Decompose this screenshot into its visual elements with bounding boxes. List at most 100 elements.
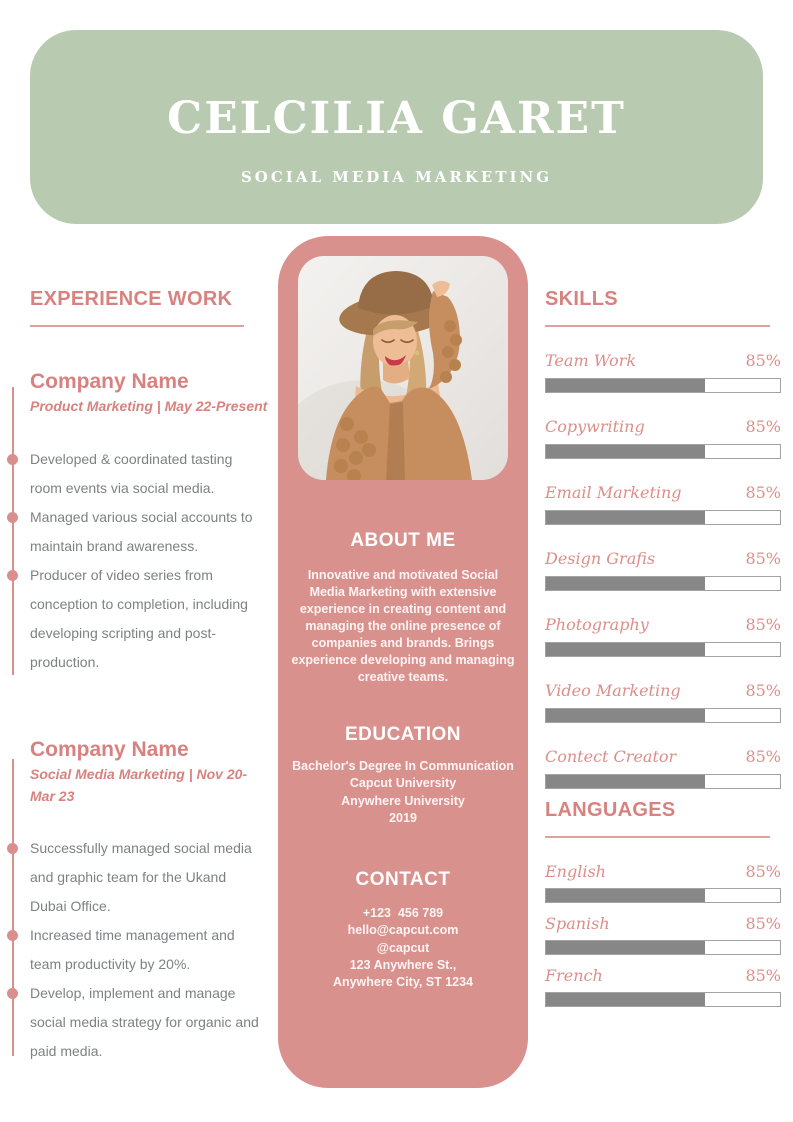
skill-row: Contect Creator 85% [545,747,781,789]
company-name: Company Name [30,370,189,393]
language-row: English 85% [545,862,781,903]
job-bullet: Develop, implement and manage social med… [7,979,261,1066]
language-row: Spanish 85% [545,914,781,955]
skill-label: Photography [545,615,649,634]
skill-bar [545,642,781,657]
contact-handle: @capcut [376,940,430,955]
language-label: Spanish [545,914,610,933]
person-job-title: SOCIAL MEDIA MARKETING [240,168,553,187]
about-heading: ABOUT ME [350,530,456,551]
education-school: Capcut University [349,776,457,791]
language-label: English [545,862,606,881]
language-percent: 85% [745,862,781,881]
skills-underline [545,325,770,327]
skill-bar-fill [546,709,706,722]
contact-lines: +123 456 789 hello@capcut.com @capcut 12… [278,905,528,991]
skill-label: Design Grafis [545,549,656,568]
skill-row: Copywriting 85% [545,417,781,459]
job-role-dates: Product Marketing | May 22-Present [30,398,268,415]
job-bullet-text: Successfully managed social media and gr… [30,840,252,915]
skill-percent: 85% [745,417,781,436]
education-year: 2019 [389,810,417,825]
skill-percent: 85% [745,549,781,568]
experience-job-2: Company Name Social Media Marketing | No… [7,737,270,1066]
contact-address-line2: Anywhere City, ST 1234 [332,975,474,989]
skill-bar-fill [546,643,706,656]
experience-section: EXPERIENCE WORK Company Name Product Mar… [7,278,270,1066]
contact-heading: CONTACT [355,869,451,890]
skill-percent: 85% [745,351,781,370]
job-bullet: Increased time management and team produ… [7,921,261,979]
profile-photo [298,256,508,480]
timeline-dot-icon [7,511,18,523]
job-bullet-list: Successfully managed social media and gr… [7,834,270,1066]
skill-percent: 85% [745,681,781,700]
education-school: Anywhere University [341,793,465,808]
skill-row: Email Marketing 85% [545,483,781,525]
timeline-dot-icon [7,453,18,465]
timeline-dot-icon [7,843,18,855]
skill-bar-fill [546,577,706,590]
timeline-line [12,387,14,675]
skill-label: Contect Creator [545,747,677,766]
language-bar-fill [546,889,706,902]
job-bullet-text: Increased time management and team produ… [30,927,235,973]
language-percent: 85% [745,966,781,985]
language-percent: 85% [745,914,781,933]
experience-underline [30,325,244,327]
about-text: Innovative and motivated Social Media Ma… [291,568,515,684]
skill-bar [545,708,781,723]
profile-panel: ABOUT ME Innovative and motivated Social… [278,236,528,1088]
job-bullet: Producer of video series from conception… [7,561,261,677]
language-bar [545,992,781,1007]
timeline-dot-icon [7,930,18,942]
job-bullet: Developed & coordinated tasting room eve… [7,445,261,503]
skill-bar-fill [546,379,706,392]
job-bullet-text: Managed various social accounts to maint… [30,508,253,554]
skill-bar [545,576,781,591]
contact-email: hello@capcut.com [347,923,459,938]
skill-row: Photography 85% [545,615,781,657]
skill-bar-fill [546,445,706,458]
timeline-dot-icon [7,988,18,1000]
language-bar [545,940,781,955]
skill-label: Team Work [545,351,637,370]
experience-job-1: Company Name Product Marketing | May 22-… [7,369,270,677]
education-heading: EDUCATION [344,724,462,745]
skill-bar [545,510,781,525]
skill-label: Email Marketing [545,483,682,502]
languages-heading: LANGUAGES [545,799,676,821]
skill-label: Video Marketing [545,681,681,700]
timeline-dot-icon [7,569,18,581]
job-bullet-list: Developed & coordinated tasting room eve… [7,445,270,677]
company-name: Company Name [30,737,189,761]
language-bar-fill [546,993,706,1006]
education-degree: Bachelor's Degree In Communication [292,759,514,773]
skill-bar [545,378,781,393]
skill-label: Copywriting [545,417,645,436]
job-bullet-text: Develop, implement and manage social med… [30,985,259,1059]
language-bar-fill [546,941,706,954]
language-label: French [545,966,603,985]
job-role-dates: Social Media Marketing | Nov 20-Mar 23 [30,765,248,804]
timeline-line [12,758,14,1056]
skills-heading: SKILLS [545,288,618,310]
skill-row: Design Grafis 85% [545,549,781,591]
skill-bar [545,774,781,789]
contact-phone: +123 456 789 [362,906,444,920]
job-bullet: Successfully managed social media and gr… [7,834,261,921]
language-bar [545,888,781,903]
languages-underline [545,836,770,838]
skill-row: Team Work 85% [545,351,781,393]
skill-bar-fill [546,775,706,788]
job-bullet-text: Producer of video series from conception… [30,566,248,670]
job-bullet: Managed various social accounts to maint… [7,503,261,561]
skill-bar-fill [546,511,706,524]
skill-percent: 85% [745,483,781,502]
skill-row: Video Marketing 85% [545,681,781,723]
contact-address-line1: 123 Anywhere St., [349,957,457,972]
language-row: French 85% [545,966,781,1007]
header-banner: CELCILIA GARET SOCIAL MEDIA MARKETING [30,30,763,224]
person-name: CELCILIA GARET [167,93,626,144]
